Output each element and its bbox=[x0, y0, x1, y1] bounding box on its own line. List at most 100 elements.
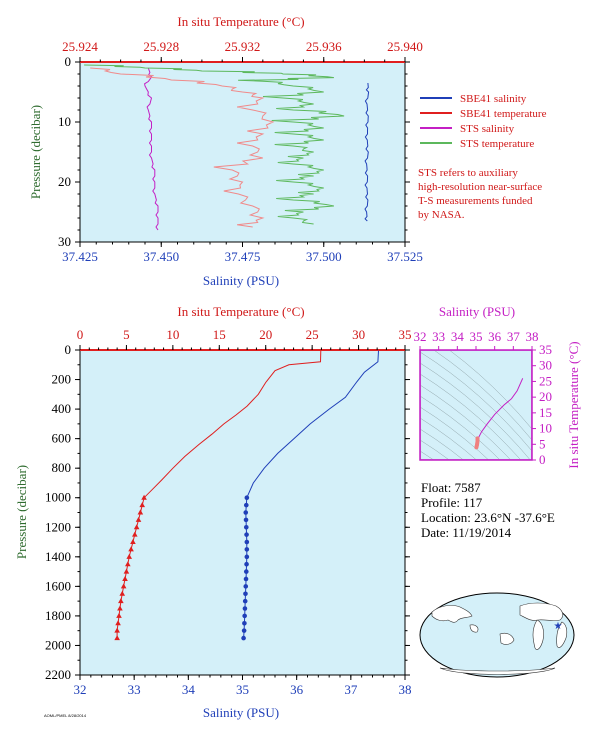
salinity-marker bbox=[243, 524, 249, 530]
series-sbe41-salinity bbox=[364, 82, 370, 222]
isopycnal-line bbox=[420, 362, 531, 460]
top-chart-series bbox=[84, 64, 370, 231]
salinity-marker bbox=[243, 569, 249, 574]
top-pres-tick-label: 10 bbox=[58, 114, 71, 129]
bottom-temp-tick-label: 0 bbox=[77, 327, 84, 342]
profile-temperature-line bbox=[116, 350, 322, 639]
legend-label-sts-salinity: STS salinity bbox=[460, 123, 515, 135]
bottom-sal-tick-label: 32 bbox=[74, 682, 87, 697]
bottom-pres-tick-label: 2200 bbox=[45, 667, 71, 682]
top-pres-tick-label: 30 bbox=[58, 234, 71, 249]
temperature-marker bbox=[128, 546, 134, 552]
temperature-marker bbox=[130, 539, 136, 545]
top-chart-pres-axis-title: Pressure (decibar) bbox=[28, 105, 43, 199]
bottom-sal-tick-label: 35 bbox=[236, 682, 249, 697]
legend-label-sts-temperature: STS temperature bbox=[460, 138, 534, 150]
bottom-pres-tick-label: 1800 bbox=[45, 608, 71, 623]
bottom-temp-tick-label: 20 bbox=[259, 327, 272, 342]
salinity-marker bbox=[244, 554, 250, 560]
top-temp-tick-label: 25.924 bbox=[62, 39, 98, 54]
top-sal-tick-label: 37.475 bbox=[225, 249, 261, 264]
salinity-marker bbox=[244, 495, 250, 501]
series-sts-temperature bbox=[84, 64, 345, 225]
bottom-chart-pres-axis-title: Pressure (decibar) bbox=[14, 465, 29, 559]
bottom-chart-series bbox=[114, 350, 379, 641]
bottom-pres-tick-label: 1000 bbox=[45, 490, 71, 505]
bottom-pres-tick-label: 400 bbox=[52, 401, 72, 416]
isopycnal-line bbox=[420, 417, 477, 460]
temperature-marker bbox=[135, 516, 142, 522]
map-continents bbox=[431, 602, 568, 675]
salinity-marker bbox=[243, 502, 249, 508]
bottom-pres-tick-label: 800 bbox=[52, 460, 72, 475]
top-temp-tick-label: 25.928 bbox=[143, 39, 179, 54]
top-sal-tick-label: 37.525 bbox=[387, 249, 423, 264]
salinity-marker bbox=[242, 598, 248, 604]
ts-temp-tick-label: 35 bbox=[539, 342, 552, 357]
ts-sal-tick-label: 34 bbox=[451, 329, 465, 344]
bottom-temp-tick-label: 10 bbox=[166, 327, 179, 342]
temperature-marker bbox=[139, 502, 146, 508]
temperature-marker bbox=[122, 575, 128, 581]
temperature-marker bbox=[114, 627, 120, 633]
ts-chart-sal-axis-title: Salinity (PSU) bbox=[439, 304, 515, 319]
salinity-marker bbox=[243, 584, 249, 589]
temperature-marker bbox=[118, 598, 124, 604]
float-info: Float: 7587 Profile: 117 Location: 23.6°… bbox=[421, 480, 555, 540]
ts-temp-tick-label: 15 bbox=[539, 405, 552, 420]
bottom-sal-tick-label: 38 bbox=[399, 682, 412, 697]
top-chart-pres-ticks: 0 10 20 30 bbox=[58, 54, 410, 249]
salinity-marker bbox=[244, 561, 249, 567]
bottom-chart-temp-axis-title: In situ Temperature (°C) bbox=[177, 304, 304, 319]
temperature-marker bbox=[120, 583, 127, 589]
isopycnal-line bbox=[420, 351, 532, 452]
ts-sal-tick-label: 33 bbox=[432, 329, 445, 344]
bottom-sal-tick-label: 34 bbox=[182, 682, 196, 697]
bottom-pres-tick-label: 2000 bbox=[45, 637, 71, 652]
bottom-chart-plot-area bbox=[79, 349, 406, 676]
ts-chart-series bbox=[474, 378, 524, 450]
bottom-chart-sal-ticks: 32 33 34 35 36 37 38 bbox=[74, 675, 412, 697]
top-chart-sal-ticks: 37.425 37.450 37.475 37.500 37.525 bbox=[62, 242, 423, 264]
ts-diagram-chart: Salinity (PSU) 32 33 34 35 36 37 38 0510152025… bbox=[414, 304, 582, 469]
top-pres-tick-label: 0 bbox=[65, 54, 72, 69]
bottom-pres-tick-label: 1200 bbox=[45, 519, 71, 534]
bottom-pres-tick-label: 1600 bbox=[45, 578, 71, 593]
bottom-pres-tick-label: 200 bbox=[52, 372, 72, 387]
salinity-marker bbox=[241, 628, 247, 633]
float-id: Float: 7587 bbox=[421, 480, 481, 495]
top-chart-temp-ticks: 25.924 25.928 25.932 25.936 25.940 bbox=[62, 39, 423, 62]
full-profile-chart: In situ Temperature (°C) 0 5 10 15 20 25 30 35 … bbox=[14, 304, 412, 720]
salinity-marker bbox=[242, 613, 247, 619]
temperature-marker bbox=[131, 531, 138, 537]
top-temp-tick-label: 25.936 bbox=[306, 39, 342, 54]
salinity-marker bbox=[243, 517, 249, 523]
legend-note-line-2: high-resolution near-surface bbox=[418, 181, 542, 193]
top-chart-sal-axis-title: Salinity (PSU) bbox=[203, 273, 279, 288]
salinity-marker bbox=[243, 591, 248, 597]
temperature-marker bbox=[137, 509, 144, 515]
bottom-temp-tick-label: 35 bbox=[399, 327, 412, 342]
bottom-temp-tick-label: 25 bbox=[306, 327, 319, 342]
ts-sal-tick-label: 36 bbox=[488, 329, 502, 344]
bottom-temp-tick-label: 30 bbox=[352, 327, 365, 342]
isopycnal-line bbox=[420, 384, 512, 460]
series-sbe41-temperature bbox=[90, 67, 275, 228]
ts-temp-tick-label: 25 bbox=[539, 373, 552, 388]
legend: SBE41 salinity SBE41 temperature STS sal… bbox=[418, 93, 547, 221]
legend-note-line-3: T-S measurements funded bbox=[418, 195, 533, 207]
temperature-marker bbox=[126, 553, 133, 559]
ts-temp-tick-label: 30 bbox=[539, 358, 552, 373]
temperature-marker bbox=[117, 605, 123, 611]
top-chart-plot-area bbox=[79, 61, 406, 243]
bottom-chart-pres-ticks: 0 200 400 600 800 1000 1200 1400 1600 1800 2000 220… bbox=[45, 342, 410, 682]
legend-label-sbe41-salinity: SBE41 salinity bbox=[460, 93, 527, 105]
top-chart-temp-axis-title: In situ Temperature (°C) bbox=[177, 14, 304, 29]
bottom-chart-temp-ticks: 0 5 10 15 20 25 30 35 bbox=[77, 327, 412, 350]
salinity-marker bbox=[242, 620, 247, 626]
profile-number: Profile: 117 bbox=[421, 495, 483, 510]
ts-chart-sal-ticks: 32 33 34 35 36 37 38 bbox=[414, 329, 539, 350]
date: Date: 11/19/2014 bbox=[421, 525, 512, 540]
bottom-temp-tick-label: 15 bbox=[213, 327, 226, 342]
